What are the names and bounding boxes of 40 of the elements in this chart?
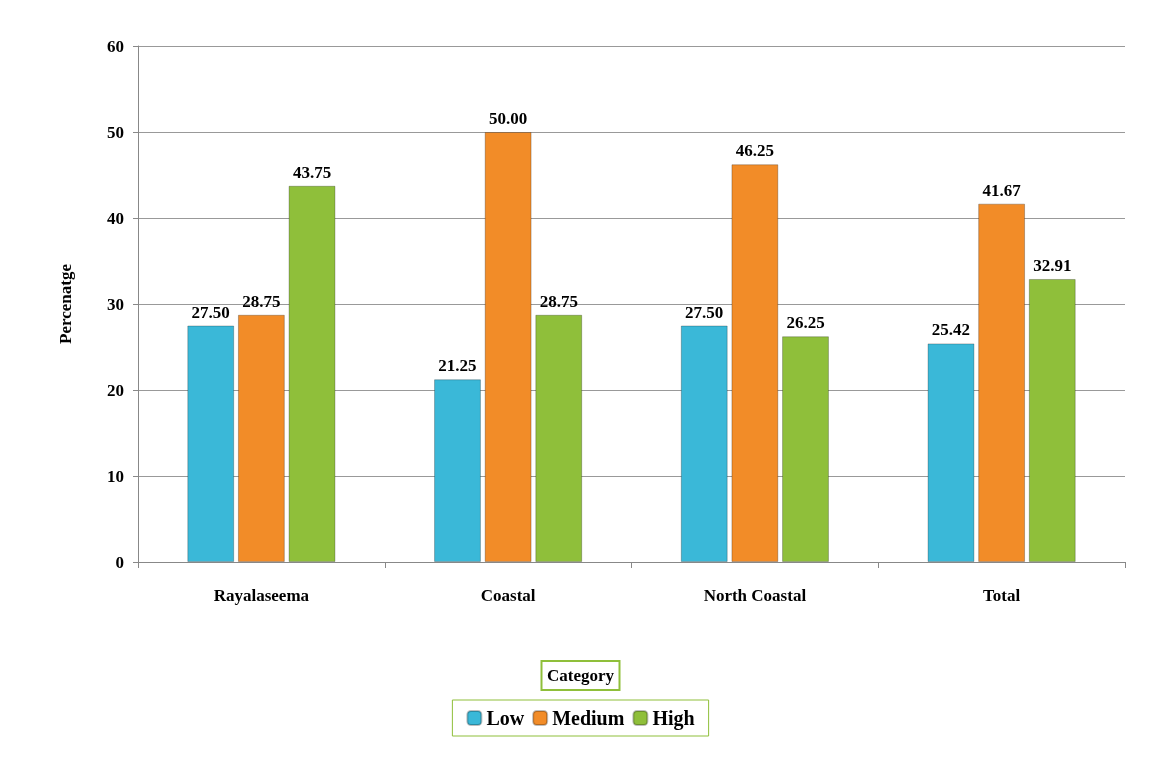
data-label: 43.75: [292, 162, 332, 182]
y-tick-label: 0: [115, 552, 124, 572]
data-label: 21.25: [438, 356, 477, 376]
bar: [288, 185, 336, 562]
legend-label: Low: [486, 707, 525, 729]
data-label: 27.50: [191, 302, 230, 322]
data-label: 50.00: [489, 109, 528, 128]
legend-title: Category: [546, 666, 615, 685]
x-tick-label: North Coastal: [703, 586, 807, 605]
data-label: 28.75: [539, 291, 578, 311]
data-label: 26.25: [786, 313, 825, 333]
bar: [1028, 278, 1076, 562]
data-label: 27.50: [685, 302, 724, 322]
y-tick-label: 10: [107, 466, 124, 486]
bar: [187, 325, 235, 562]
bar: [978, 203, 1026, 562]
bar: [680, 325, 728, 562]
y-tick-label: 40: [107, 208, 124, 228]
data-label: 32.91: [1033, 255, 1072, 275]
x-tick-label: Rayalaseema: [213, 586, 310, 605]
data-label: 28.75: [242, 291, 281, 311]
bar: [782, 336, 829, 562]
bar: [535, 314, 583, 562]
x-tick-label: Coastal: [480, 586, 536, 605]
data-label: 41.67: [982, 180, 1022, 200]
data-label: 25.42: [931, 320, 971, 340]
y-tick-label: 30: [107, 294, 124, 314]
bar: [237, 314, 285, 562]
bar: [731, 164, 779, 562]
data-label: 46.25: [735, 141, 774, 161]
bar: [434, 379, 481, 562]
x-tick-label: Total: [983, 586, 1021, 605]
legend-label: High: [652, 707, 695, 730]
y-tick-label: 50: [107, 122, 124, 142]
bar: [927, 343, 975, 562]
y-tick-label: 60: [107, 36, 124, 56]
legend-label: Medium: [552, 707, 625, 729]
bar: [484, 132, 532, 562]
y-tick-label: 20: [107, 380, 124, 400]
y-axis-title: Percenatge: [56, 263, 75, 344]
